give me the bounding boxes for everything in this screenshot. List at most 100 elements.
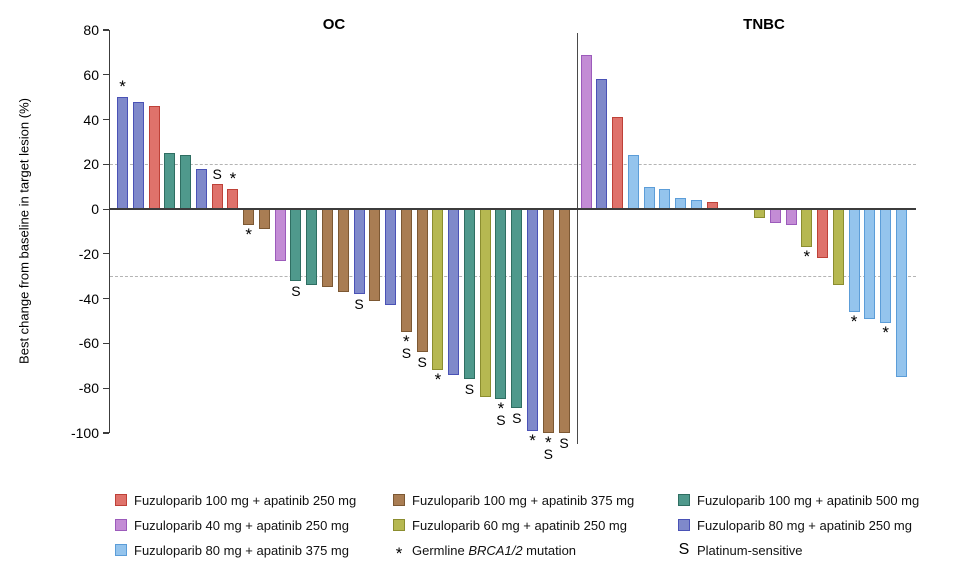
bar <box>864 209 876 319</box>
bar <box>211 184 223 210</box>
bar <box>258 209 270 230</box>
bar-annotation: * S <box>496 399 506 429</box>
brca-mutation-asterisk: * <box>803 247 811 267</box>
y-axis-line <box>108 30 110 433</box>
legend-label: Fuzuloparib 80 mg + apatinib 250 mg <box>697 517 912 533</box>
reference-line <box>110 163 916 165</box>
bar <box>753 209 765 219</box>
bar <box>542 209 554 433</box>
platinum-sensitive-s: S <box>543 446 553 462</box>
bar <box>817 209 829 259</box>
y-axis-tick <box>103 432 109 434</box>
y-axis-tick <box>103 163 109 165</box>
brca-mutation-asterisk: * <box>544 433 552 452</box>
bar <box>148 106 160 210</box>
legend-label: Fuzuloparib 40 mg + apatinib 250 mg <box>134 517 349 533</box>
bar-annotation: * <box>119 77 126 97</box>
legend-label: Fuzuloparib 60 mg + apatinib 250 mg <box>412 517 627 533</box>
legend-item-olive: Fuzuloparib 60 mg + apatinib 250 mg <box>393 517 627 533</box>
platinum-sensitive-s: S <box>291 282 301 299</box>
y-tick-label: 60 <box>83 66 99 83</box>
y-axis-tick <box>103 74 109 76</box>
bar <box>132 101 144 210</box>
brca-mutation-asterisk: * <box>434 370 442 390</box>
y-axis-tick <box>103 118 109 121</box>
platinum-sensitive-s: S <box>417 354 427 371</box>
bar <box>400 209 412 333</box>
bar <box>448 209 460 375</box>
brca-mutation-asterisk: * <box>497 399 505 419</box>
bar-annotation: S <box>354 296 364 313</box>
bar-annotation: S <box>291 282 301 299</box>
bar <box>195 168 207 210</box>
bar <box>769 209 781 223</box>
bar-annotation: * <box>529 430 536 450</box>
bar <box>416 209 428 353</box>
platinum-sensitive-s: S <box>401 345 412 362</box>
legend-item-platinum-sensitive: S Platinum-sensitive <box>678 542 803 558</box>
bar <box>895 209 907 378</box>
y-tick-label: -80 <box>78 380 99 397</box>
legend-label: Fuzuloparib 80 mg + apatinib 375 mg <box>134 542 349 558</box>
bar-annotation: S <box>465 382 474 396</box>
bar-annotation: * <box>230 170 237 187</box>
bar-annotation: * <box>882 324 889 341</box>
legend-item-red: Fuzuloparib 100 mg + apatinib 250 mg <box>115 492 356 508</box>
y-axis-tick <box>103 342 109 345</box>
brca-mutation-asterisk: * <box>245 224 252 244</box>
sky-swatch-icon <box>115 544 127 556</box>
bar <box>432 209 444 371</box>
bar-annotation: S <box>559 435 569 451</box>
bar <box>164 153 176 210</box>
bar <box>227 188 239 210</box>
y-tick-label: -20 <box>78 245 99 262</box>
brca-mutation-asterisk: * <box>850 312 858 332</box>
legend-item-slate: Fuzuloparib 80 mg + apatinib 250 mg <box>678 517 912 533</box>
y-tick-label: -40 <box>78 290 99 307</box>
bar-annotation: S <box>512 411 521 425</box>
bar <box>243 209 255 225</box>
bar <box>832 209 844 286</box>
bar <box>527 209 539 431</box>
bar <box>511 209 523 409</box>
teal-swatch-icon <box>678 494 690 506</box>
bar <box>880 209 892 324</box>
legend-item-brown: Fuzuloparib 100 mg + apatinib 375 mg <box>393 492 634 508</box>
bar-annotation: S <box>212 166 222 183</box>
legend-label: Fuzuloparib 100 mg + apatinib 375 mg <box>412 492 635 508</box>
legend-item-brca-mutation: * Germline BRCA1/2 mutation <box>393 542 577 563</box>
bar-annotation: * <box>434 370 442 390</box>
y-tick-label: 20 <box>83 156 99 173</box>
platinum-sensitive-s: S <box>559 435 569 451</box>
group-title-oc: OC <box>322 16 346 33</box>
platinum-sensitive-s: S <box>212 166 222 183</box>
y-axis-tick <box>103 208 109 210</box>
bar <box>659 188 671 210</box>
brca-mutation-asterisk: * <box>529 430 536 450</box>
y-tick-label: 80 <box>83 22 99 38</box>
bar <box>580 54 592 210</box>
bar-annotation: * <box>850 312 858 332</box>
bar-annotation: * S <box>543 433 553 462</box>
legend-label: Germline BRCA1/2 mutation <box>412 542 577 558</box>
bar <box>322 209 333 288</box>
legend-item-purple: Fuzuloparib 40 mg + apatinib 250 mg <box>115 517 349 533</box>
y-axis-tick <box>103 29 109 31</box>
olive-swatch-icon <box>393 519 405 531</box>
y-tick-label: 40 <box>83 111 99 128</box>
asterisk-icon: * <box>395 544 403 563</box>
bar <box>369 209 381 301</box>
platinum-sensitive-s: S <box>354 296 364 313</box>
bar <box>117 97 128 210</box>
platinum-sensitive-s: S <box>496 412 506 429</box>
bar <box>785 209 797 225</box>
brca-mutation-asterisk: * <box>119 77 126 97</box>
bar-annotation: * <box>245 224 252 244</box>
y-tick-label: -100 <box>70 425 99 441</box>
slate-swatch-icon <box>678 519 690 531</box>
bar <box>274 209 286 261</box>
s-icon: S <box>678 541 690 558</box>
legend-label: Fuzuloparib 100 mg + apatinib 250 mg <box>134 492 357 508</box>
bar <box>848 209 860 313</box>
